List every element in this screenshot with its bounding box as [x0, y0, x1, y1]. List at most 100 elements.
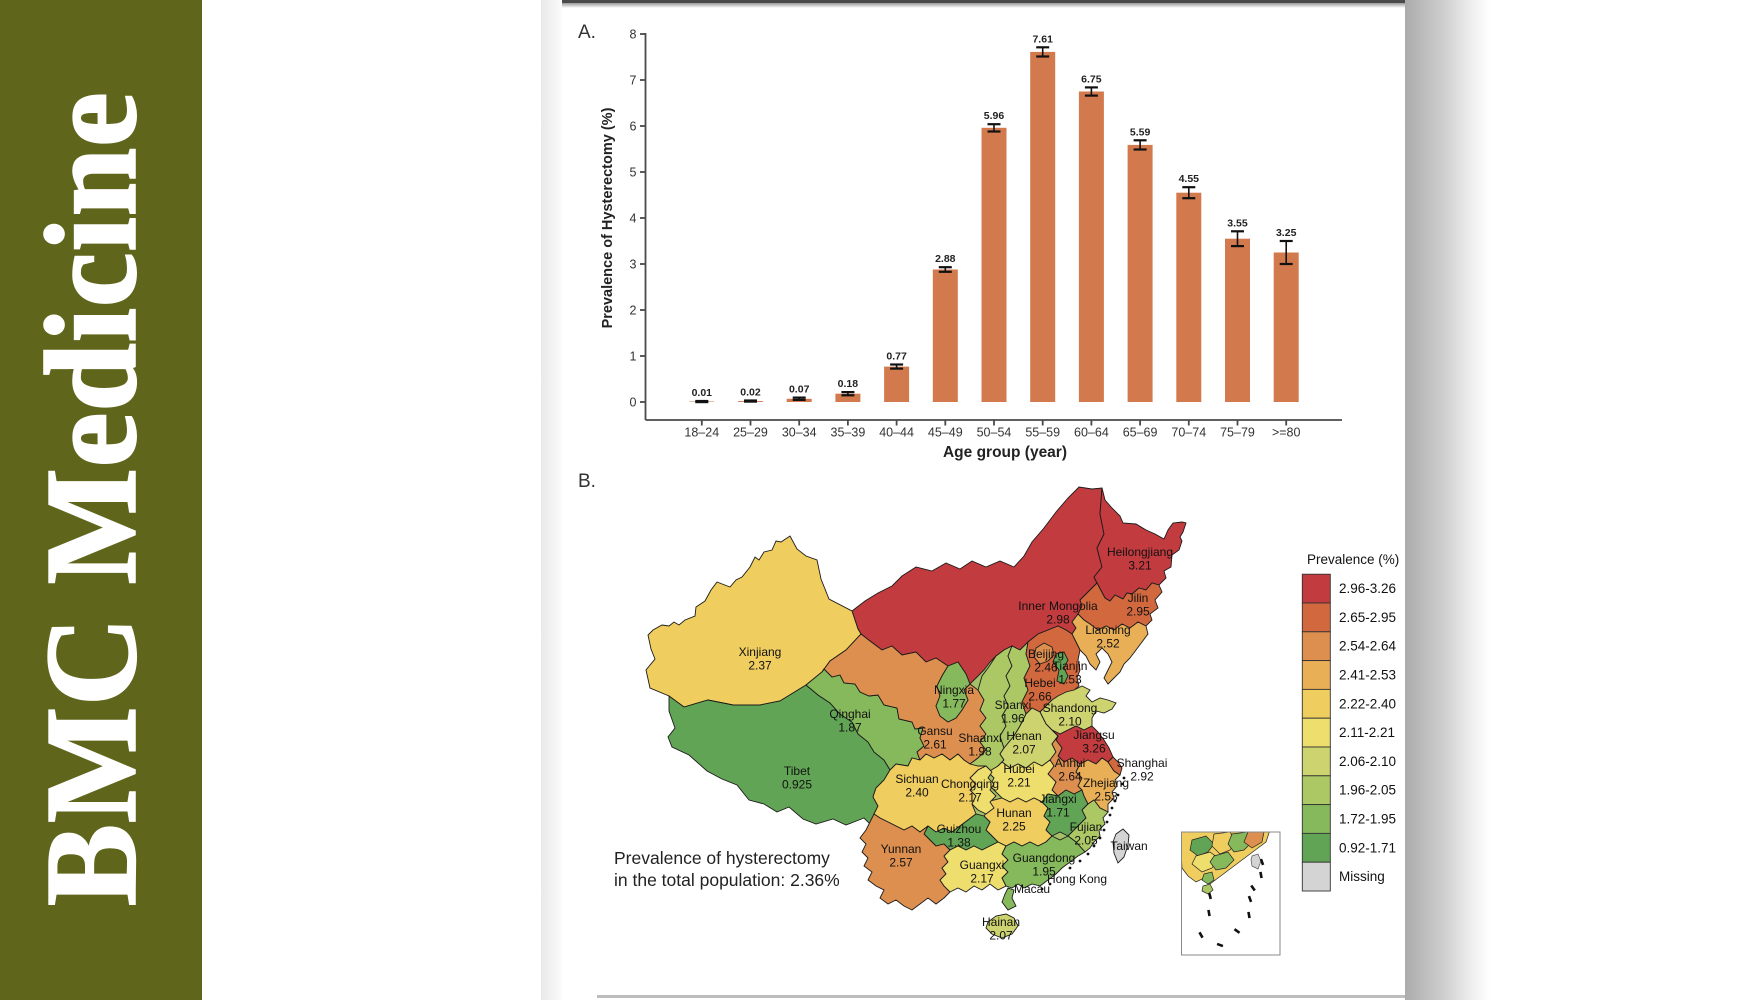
svg-text:Tibet: Tibet	[784, 764, 811, 778]
svg-text:Guangxi: Guangxi	[960, 858, 1005, 872]
svg-text:0.18: 0.18	[838, 378, 859, 390]
svg-text:1: 1	[630, 349, 637, 363]
svg-text:1.98: 1.98	[968, 745, 992, 759]
svg-text:Beijing: Beijing	[1028, 647, 1064, 661]
svg-text:>=80: >=80	[1272, 426, 1301, 440]
svg-text:40–44: 40–44	[879, 426, 914, 440]
svg-text:Prevalence of hysterectomy: Prevalence of hysterectomy	[614, 848, 830, 868]
svg-text:5: 5	[630, 165, 637, 179]
svg-text:2.06-2.10: 2.06-2.10	[1339, 754, 1396, 769]
svg-text:2: 2	[630, 303, 637, 317]
svg-text:Guizhou: Guizhou	[937, 822, 982, 836]
svg-text:2.40: 2.40	[905, 786, 929, 800]
svg-text:Zhejiang: Zhejiang	[1083, 776, 1129, 790]
svg-text:Hong Kong: Hong Kong	[1047, 872, 1107, 886]
svg-text:1.71: 1.71	[1046, 806, 1070, 820]
svg-text:1.38: 1.38	[947, 836, 971, 850]
svg-text:Shanxi: Shanxi	[995, 698, 1032, 712]
svg-text:0: 0	[630, 395, 637, 409]
svg-text:Sichuan: Sichuan	[895, 772, 938, 786]
svg-text:65–69: 65–69	[1123, 426, 1158, 440]
svg-text:7: 7	[630, 73, 637, 87]
svg-text:2.05: 2.05	[1074, 834, 1098, 848]
svg-text:Macau: Macau	[1014, 882, 1050, 896]
svg-text:30–34: 30–34	[782, 426, 817, 440]
svg-text:Heilongjiang: Heilongjiang	[1107, 545, 1173, 559]
svg-text:Liaoning: Liaoning	[1085, 623, 1130, 637]
svg-text:2.22-2.40: 2.22-2.40	[1339, 696, 1396, 711]
svg-text:Ningxia: Ningxia	[934, 683, 974, 697]
svg-text:5.96: 5.96	[984, 110, 1005, 122]
svg-text:0.01: 0.01	[692, 387, 713, 399]
svg-text:70–74: 70–74	[1171, 426, 1206, 440]
svg-text:45–49: 45–49	[928, 426, 963, 440]
svg-text:2.37: 2.37	[748, 659, 772, 673]
svg-text:2.65-2.95: 2.65-2.95	[1339, 610, 1396, 625]
svg-text:2.61: 2.61	[923, 738, 947, 752]
svg-text:2.57: 2.57	[889, 856, 913, 870]
svg-text:75–79: 75–79	[1220, 426, 1255, 440]
svg-text:0.925: 0.925	[782, 778, 812, 792]
svg-text:Fujian: Fujian	[1070, 820, 1103, 834]
svg-text:2.25: 2.25	[1002, 820, 1026, 834]
svg-text:8: 8	[630, 27, 637, 41]
svg-text:Anhui: Anhui	[1055, 756, 1086, 770]
svg-text:3.55: 3.55	[1227, 217, 1248, 229]
svg-text:2.17: 2.17	[970, 872, 994, 886]
svg-text:Prevalence (%): Prevalence (%)	[1307, 552, 1399, 567]
svg-text:50–54: 50–54	[977, 426, 1012, 440]
svg-text:2.46: 2.46	[1034, 661, 1058, 675]
svg-text:1.77: 1.77	[942, 697, 966, 711]
svg-text:2.88: 2.88	[935, 253, 956, 265]
svg-text:Guangdong: Guangdong	[1013, 851, 1076, 865]
svg-text:Age group (year): Age group (year)	[943, 444, 1067, 461]
svg-text:Jilin: Jilin	[1128, 591, 1149, 605]
svg-text:Prevalence of Hysterectomy (%): Prevalence of Hysterectomy (%)	[600, 107, 616, 328]
svg-text:B.: B.	[578, 471, 596, 492]
svg-text:Hainan: Hainan	[982, 915, 1020, 929]
svg-text:2.53: 2.53	[1094, 790, 1118, 804]
svg-text:1.53: 1.53	[1058, 673, 1082, 687]
svg-text:Henan: Henan	[1006, 729, 1041, 743]
svg-text:2.07: 2.07	[989, 929, 1013, 943]
svg-text:25–29: 25–29	[733, 426, 768, 440]
svg-text:0.92-1.71: 0.92-1.71	[1339, 840, 1396, 855]
svg-text:Taiwan: Taiwan	[1110, 839, 1147, 853]
svg-text:Hunan: Hunan	[996, 806, 1031, 820]
svg-text:6: 6	[630, 119, 637, 133]
svg-text:3: 3	[630, 257, 637, 271]
svg-text:35–39: 35–39	[831, 426, 866, 440]
svg-text:Shandong: Shandong	[1043, 701, 1098, 715]
svg-text:3.25: 3.25	[1276, 227, 1297, 239]
svg-text:60–64: 60–64	[1074, 426, 1109, 440]
svg-text:Qinghai: Qinghai	[829, 707, 870, 721]
svg-text:2.10: 2.10	[1058, 715, 1082, 729]
svg-text:in the total population: 2.36%: in the total population: 2.36%	[614, 870, 840, 890]
svg-text:4: 4	[630, 211, 637, 225]
svg-text:Hebei: Hebei	[1024, 676, 1055, 690]
svg-text:4.55: 4.55	[1179, 173, 1200, 185]
svg-text:0.07: 0.07	[789, 384, 810, 396]
svg-text:1.95: 1.95	[1032, 865, 1056, 879]
svg-text:2.64: 2.64	[1058, 770, 1082, 784]
svg-text:2.54-2.64: 2.54-2.64	[1339, 639, 1397, 654]
svg-text:2.95: 2.95	[1126, 605, 1150, 619]
svg-text:2.98: 2.98	[1046, 613, 1070, 627]
svg-text:2.17: 2.17	[958, 791, 982, 805]
svg-text:3.21: 3.21	[1128, 559, 1152, 573]
svg-text:5.59: 5.59	[1130, 126, 1151, 138]
svg-text:Jiangxi: Jiangxi	[1039, 792, 1076, 806]
svg-text:2.96-3.26: 2.96-3.26	[1339, 581, 1396, 596]
svg-text:1.96: 1.96	[1001, 712, 1025, 726]
svg-text:Xinjiang: Xinjiang	[739, 645, 782, 659]
svg-text:1.72-1.95: 1.72-1.95	[1339, 812, 1396, 827]
svg-text:2.07: 2.07	[1012, 743, 1036, 757]
svg-text:Gansu: Gansu	[917, 724, 952, 738]
svg-text:1.96-2.05: 1.96-2.05	[1339, 783, 1396, 798]
svg-text:Yunnan: Yunnan	[881, 842, 922, 856]
svg-text:Hubei: Hubei	[1003, 762, 1034, 776]
svg-text:0.02: 0.02	[740, 387, 761, 399]
svg-text:3.26: 3.26	[1082, 742, 1106, 756]
svg-text:A.: A.	[578, 22, 596, 43]
svg-text:Shanghai: Shanghai	[1117, 756, 1168, 770]
